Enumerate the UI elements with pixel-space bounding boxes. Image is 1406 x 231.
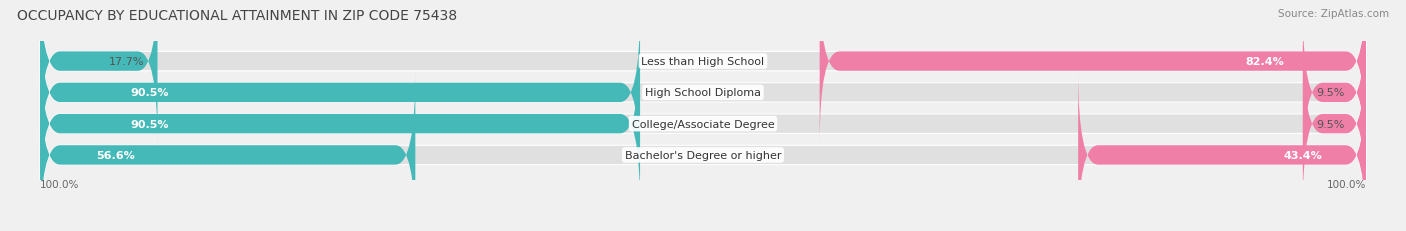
FancyBboxPatch shape xyxy=(41,40,1365,208)
Text: 90.5%: 90.5% xyxy=(131,119,169,129)
Text: 9.5%: 9.5% xyxy=(1316,119,1344,129)
FancyBboxPatch shape xyxy=(1303,9,1365,177)
Text: 90.5%: 90.5% xyxy=(131,88,169,98)
FancyBboxPatch shape xyxy=(41,71,415,231)
Text: OCCUPANCY BY EDUCATIONAL ATTAINMENT IN ZIP CODE 75438: OCCUPANCY BY EDUCATIONAL ATTAINMENT IN Z… xyxy=(17,9,457,23)
Text: 17.7%: 17.7% xyxy=(108,57,145,67)
FancyBboxPatch shape xyxy=(41,71,1365,231)
Text: 56.6%: 56.6% xyxy=(97,150,135,160)
FancyBboxPatch shape xyxy=(41,0,157,146)
FancyBboxPatch shape xyxy=(41,0,1365,146)
Legend: Owner-occupied, Renter-occupied: Owner-occupied, Renter-occupied xyxy=(583,228,823,231)
Text: High School Diploma: High School Diploma xyxy=(645,88,761,98)
Text: 9.5%: 9.5% xyxy=(1316,88,1344,98)
Text: 82.4%: 82.4% xyxy=(1246,57,1284,67)
FancyBboxPatch shape xyxy=(41,40,640,208)
FancyBboxPatch shape xyxy=(820,0,1365,146)
Text: 43.4%: 43.4% xyxy=(1284,150,1323,160)
FancyBboxPatch shape xyxy=(1303,40,1365,208)
FancyBboxPatch shape xyxy=(41,9,640,177)
Text: 100.0%: 100.0% xyxy=(1326,179,1365,189)
FancyBboxPatch shape xyxy=(1078,71,1365,231)
FancyBboxPatch shape xyxy=(41,9,1365,177)
Text: 100.0%: 100.0% xyxy=(41,179,80,189)
Text: Less than High School: Less than High School xyxy=(641,57,765,67)
Text: Source: ZipAtlas.com: Source: ZipAtlas.com xyxy=(1278,9,1389,19)
Text: Bachelor's Degree or higher: Bachelor's Degree or higher xyxy=(624,150,782,160)
Text: College/Associate Degree: College/Associate Degree xyxy=(631,119,775,129)
